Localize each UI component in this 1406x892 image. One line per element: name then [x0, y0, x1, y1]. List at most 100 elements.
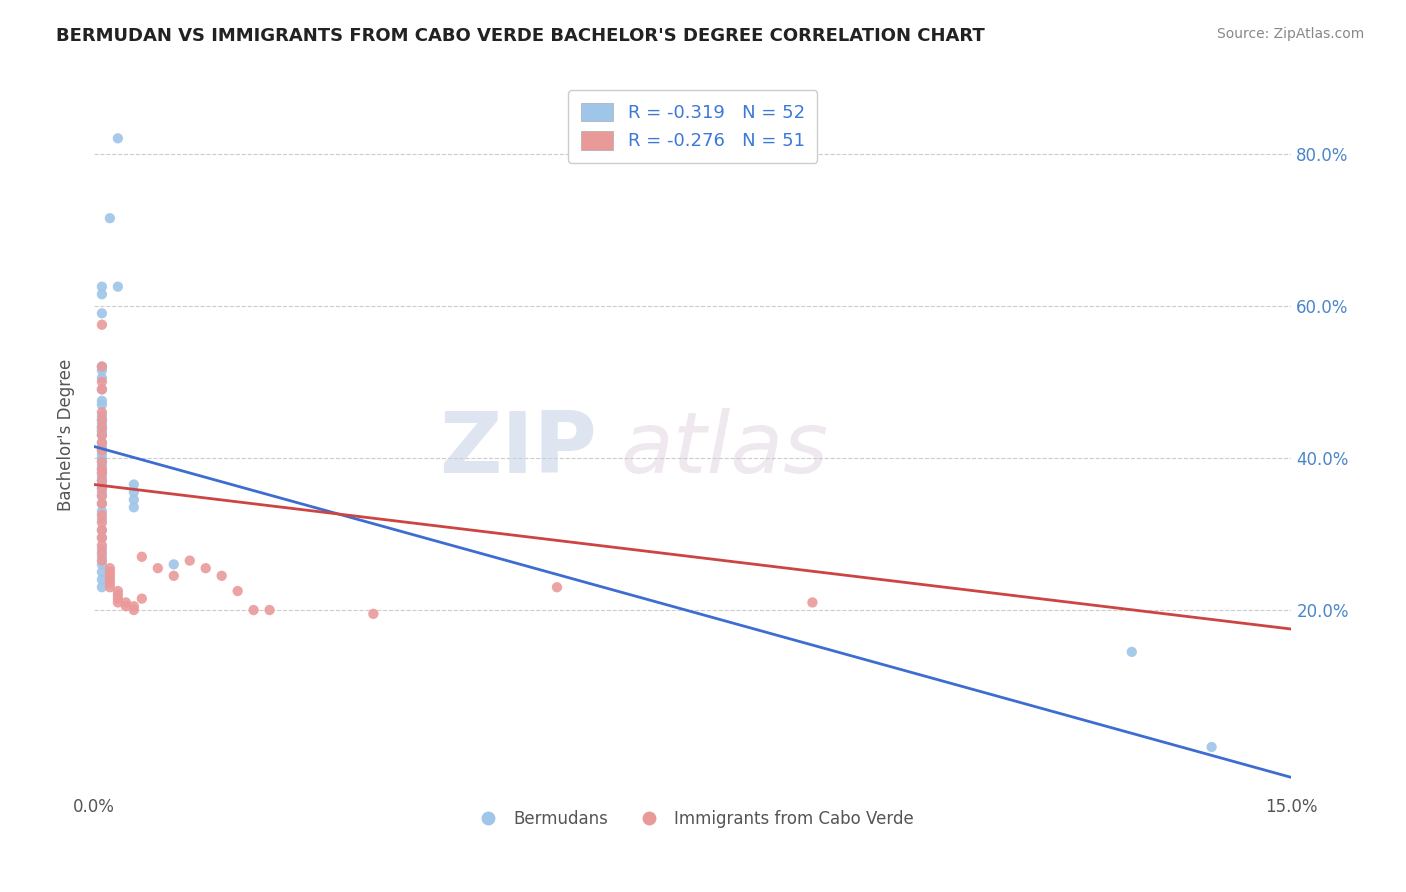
- Point: [90, 462, 112, 476]
- Point: [90, 413, 112, 427]
- Point: [146, 561, 169, 575]
- Point: [90, 405, 112, 419]
- Point: [90, 565, 112, 579]
- Point: [90, 549, 112, 564]
- Point: [90, 462, 112, 476]
- Point: [122, 500, 145, 515]
- Point: [90, 455, 112, 469]
- Point: [98, 565, 121, 579]
- Point: [226, 584, 249, 599]
- Point: [90, 424, 112, 438]
- Point: [90, 383, 112, 397]
- Text: BERMUDAN VS IMMIGRANTS FROM CABO VERDE BACHELOR'S DEGREE CORRELATION CHART: BERMUDAN VS IMMIGRANTS FROM CABO VERDE B…: [56, 27, 986, 45]
- Point: [122, 477, 145, 491]
- Point: [90, 306, 112, 320]
- Point: [90, 508, 112, 522]
- Point: [98, 561, 121, 575]
- Point: [90, 420, 112, 434]
- Point: [90, 553, 112, 567]
- Y-axis label: Bachelor's Degree: Bachelor's Degree: [58, 359, 75, 511]
- Point: [90, 417, 112, 431]
- Point: [115, 599, 138, 614]
- Point: [90, 420, 112, 434]
- Point: [90, 485, 112, 500]
- Point: [90, 531, 112, 545]
- Point: [90, 455, 112, 469]
- Point: [90, 435, 112, 450]
- Point: [90, 523, 112, 537]
- Point: [90, 489, 112, 503]
- Point: [131, 591, 153, 606]
- Point: [107, 131, 129, 145]
- Point: [122, 599, 145, 614]
- Point: [90, 466, 112, 480]
- Point: [90, 477, 112, 491]
- Point: [90, 398, 112, 412]
- Point: [363, 607, 385, 621]
- Point: [546, 580, 568, 594]
- Point: [90, 375, 112, 389]
- Point: [90, 450, 112, 465]
- Point: [90, 538, 112, 552]
- Point: [90, 443, 112, 458]
- Point: [90, 546, 112, 560]
- Point: [90, 474, 112, 488]
- Point: [90, 504, 112, 518]
- Point: [90, 580, 112, 594]
- Point: [163, 558, 186, 572]
- Point: [801, 595, 824, 609]
- Point: [122, 492, 145, 507]
- Point: [1201, 739, 1223, 754]
- Point: [90, 287, 112, 301]
- Point: [90, 428, 112, 442]
- Point: [90, 443, 112, 458]
- Point: [90, 359, 112, 374]
- Point: [90, 470, 112, 484]
- Point: [90, 393, 112, 408]
- Point: [122, 485, 145, 500]
- Text: ZIP: ZIP: [439, 408, 598, 491]
- Point: [107, 279, 129, 293]
- Point: [90, 573, 112, 587]
- Point: [179, 553, 201, 567]
- Point: [194, 561, 217, 575]
- Point: [90, 466, 112, 480]
- Point: [211, 569, 233, 583]
- Text: atlas: atlas: [621, 408, 830, 491]
- Point: [90, 512, 112, 526]
- Point: [90, 523, 112, 537]
- Point: [90, 383, 112, 397]
- Point: [90, 489, 112, 503]
- Point: [90, 496, 112, 510]
- Legend: Bermudans, Immigrants from Cabo Verde: Bermudans, Immigrants from Cabo Verde: [464, 803, 921, 834]
- Point: [107, 584, 129, 599]
- Point: [90, 409, 112, 423]
- Point: [90, 413, 112, 427]
- Point: [90, 542, 112, 557]
- Point: [98, 573, 121, 587]
- Point: [90, 435, 112, 450]
- Point: [107, 588, 129, 602]
- Point: [90, 359, 112, 374]
- Point: [242, 603, 264, 617]
- Point: [90, 481, 112, 495]
- Point: [90, 481, 112, 495]
- Point: [98, 580, 121, 594]
- Text: Source: ZipAtlas.com: Source: ZipAtlas.com: [1216, 27, 1364, 41]
- Point: [122, 603, 145, 617]
- Point: [1121, 645, 1143, 659]
- Point: [259, 603, 281, 617]
- Point: [90, 318, 112, 332]
- Point: [131, 549, 153, 564]
- Point: [90, 279, 112, 293]
- Point: [98, 569, 121, 583]
- Point: [90, 558, 112, 572]
- Point: [90, 516, 112, 530]
- Point: [90, 447, 112, 461]
- Point: [90, 474, 112, 488]
- Point: [90, 371, 112, 385]
- Point: [90, 496, 112, 510]
- Point: [98, 211, 121, 226]
- Point: [90, 458, 112, 473]
- Point: [98, 576, 121, 591]
